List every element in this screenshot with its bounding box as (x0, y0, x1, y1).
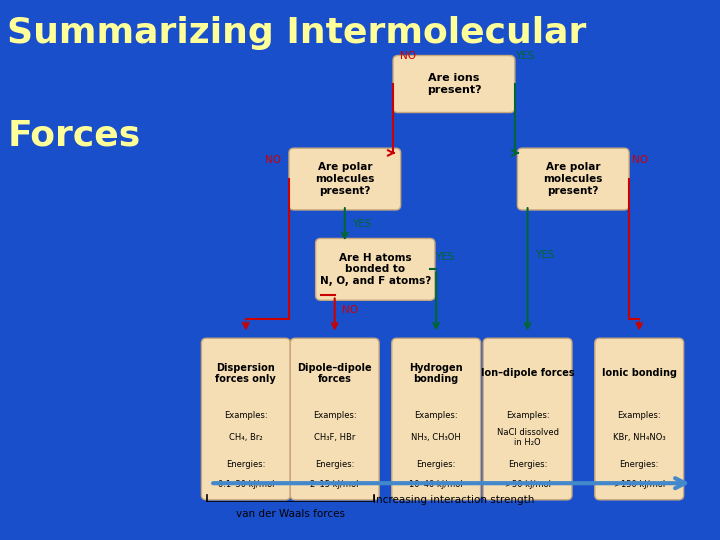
FancyBboxPatch shape (393, 56, 515, 112)
FancyBboxPatch shape (392, 338, 481, 500)
Text: NO: NO (342, 305, 359, 315)
Text: Examples:: Examples: (313, 411, 356, 421)
Text: NO: NO (400, 51, 416, 60)
FancyBboxPatch shape (595, 338, 684, 500)
Text: Hydrogen
bonding: Hydrogen bonding (410, 363, 463, 384)
FancyBboxPatch shape (315, 239, 435, 300)
Text: CH₃F, HBr: CH₃F, HBr (314, 433, 356, 442)
Text: Energies:: Energies: (508, 460, 547, 469)
Text: Examples:: Examples: (618, 411, 661, 421)
Text: NO: NO (631, 155, 647, 165)
Text: Forces: Forces (7, 119, 140, 153)
Text: Are ions
present?: Are ions present? (427, 73, 481, 95)
Text: Ionic bonding: Ionic bonding (602, 368, 677, 379)
Text: Dipole–dipole
forces: Dipole–dipole forces (297, 363, 372, 384)
Text: NH₃, CH₃OH: NH₃, CH₃OH (411, 433, 461, 442)
Text: Dispersion
forces only: Dispersion forces only (215, 363, 276, 384)
Text: YES: YES (353, 219, 372, 229)
Text: NO: NO (266, 155, 282, 165)
Text: Are polar
molecules
present?: Are polar molecules present? (315, 163, 374, 195)
Text: Summarizing Intermolecular: Summarizing Intermolecular (7, 16, 587, 50)
Text: NaCl dissolved
in H₂O: NaCl dissolved in H₂O (497, 428, 559, 447)
Text: Examples:: Examples: (224, 411, 268, 421)
Text: 0.1–30 kJ/mol: 0.1–30 kJ/mol (217, 480, 274, 489)
FancyBboxPatch shape (289, 148, 400, 210)
Text: Increasing interaction strength: Increasing interaction strength (373, 495, 535, 505)
Text: Examples:: Examples: (415, 411, 458, 421)
Text: >150 kJ/mol: >150 kJ/mol (613, 480, 665, 489)
Text: Energies:: Energies: (416, 460, 456, 469)
Text: Are polar
molecules
present?: Are polar molecules present? (544, 163, 603, 195)
FancyBboxPatch shape (518, 148, 629, 210)
Text: >50 kJ/mol: >50 kJ/mol (505, 480, 551, 489)
Text: 2–15 kJ/mol: 2–15 kJ/mol (310, 480, 359, 489)
Text: Energies:: Energies: (226, 460, 266, 469)
Text: YES: YES (435, 253, 454, 262)
Text: Energies:: Energies: (315, 460, 354, 469)
FancyBboxPatch shape (483, 338, 572, 500)
Text: CH₄, Br₂: CH₄, Br₂ (229, 433, 263, 442)
Text: YES: YES (515, 51, 534, 60)
Text: Are H atoms
bonded to
N, O, and F atoms?: Are H atoms bonded to N, O, and F atoms? (320, 253, 431, 286)
FancyBboxPatch shape (290, 338, 379, 500)
Text: Ion–dipole forces: Ion–dipole forces (481, 368, 575, 379)
Text: Examples:: Examples: (505, 411, 549, 421)
Text: KBr, NH₄NO₃: KBr, NH₄NO₃ (613, 433, 665, 442)
Text: YES: YES (535, 250, 554, 260)
Text: Energies:: Energies: (619, 460, 659, 469)
Text: 10–40 kJ/mol: 10–40 kJ/mol (409, 480, 463, 489)
Text: van der Waals forces: van der Waals forces (235, 509, 345, 519)
FancyBboxPatch shape (202, 338, 290, 500)
